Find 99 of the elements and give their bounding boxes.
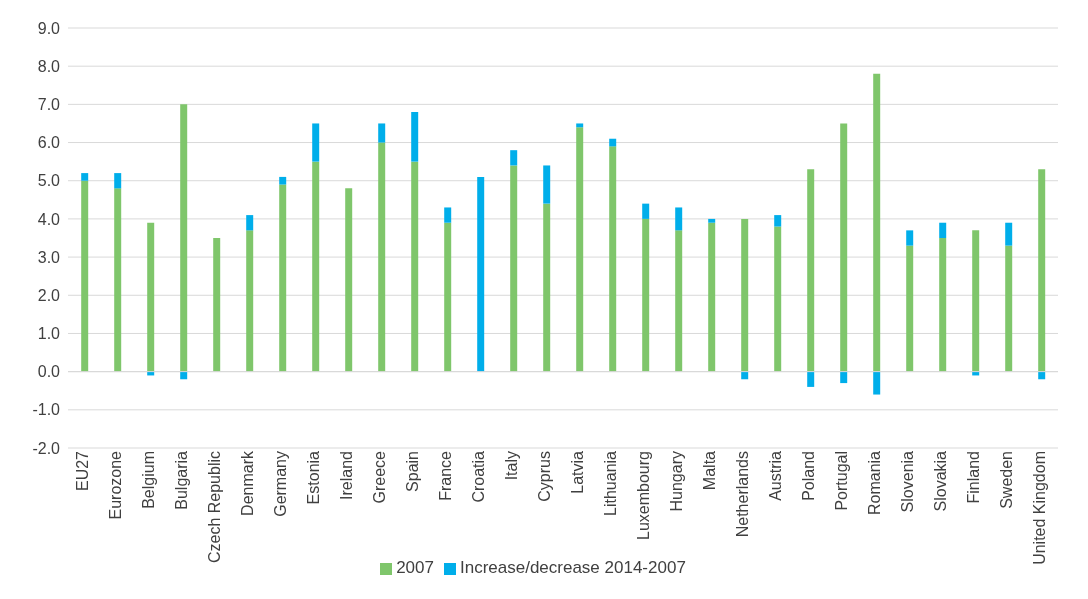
bar [642, 203, 650, 219]
x-tick-label: Czech Republic [205, 451, 223, 564]
bar [312, 161, 320, 372]
bar [576, 123, 584, 128]
bar [180, 371, 188, 380]
x-tick-label: Hungary [667, 451, 685, 512]
bar [873, 73, 881, 372]
x-tick-label: Italy [502, 451, 520, 481]
x-tick-label: Bulgaria [172, 450, 190, 510]
x-tick-label: Ireland [337, 451, 355, 500]
x-tick-label: Slovakia [931, 450, 949, 512]
bar [939, 238, 947, 372]
bar [840, 371, 848, 384]
x-tick-label: Luxembourg [634, 451, 652, 540]
bar [1005, 245, 1013, 372]
y-tick-label: 7.0 [37, 96, 61, 114]
x-tick-label: Eurozone [106, 450, 124, 520]
bar [378, 123, 386, 143]
bar [246, 230, 254, 372]
y-tick-label: 6.0 [37, 134, 61, 152]
bar [1005, 222, 1013, 246]
bar [312, 123, 320, 162]
bar [411, 161, 419, 372]
x-tick-label: Germany [271, 451, 289, 517]
bar [543, 203, 551, 372]
bar [576, 127, 584, 372]
y-tick-label: 9.0 [37, 19, 61, 37]
bar [444, 222, 452, 372]
bar [411, 112, 419, 162]
x-tick-label: Sweden [997, 451, 1015, 509]
bar [444, 207, 452, 223]
bar [246, 215, 254, 231]
x-tick-label: Romania [865, 450, 883, 516]
bar [906, 245, 914, 372]
bar [774, 215, 782, 227]
bar [477, 176, 485, 372]
x-tick-label: Estonia [304, 450, 322, 505]
x-tick-label: Lithuania [601, 450, 619, 516]
bar [873, 371, 881, 395]
bar [81, 180, 89, 372]
x-tick-label: Spain [403, 451, 421, 492]
bar [180, 104, 188, 372]
bar [807, 169, 815, 372]
x-tick-label: Denmark [238, 450, 256, 516]
x-tick-label: Austria [766, 450, 784, 501]
x-tick-label: Cyprus [535, 451, 553, 502]
bar [345, 188, 353, 372]
y-tick-label: 1.0 [37, 325, 61, 343]
bar [708, 218, 716, 223]
bar [939, 222, 947, 238]
y-tick-label: 2.0 [37, 286, 61, 304]
bar [1038, 371, 1046, 380]
x-tick-label: Netherlands [733, 451, 751, 538]
bar [147, 222, 155, 372]
x-tick-label: Finland [964, 451, 982, 504]
bar [708, 222, 716, 372]
bar [114, 188, 122, 372]
bar [609, 138, 617, 147]
y-tick-label: -2.0 [32, 439, 61, 457]
bar [1038, 169, 1046, 372]
legend-label: 2007 [396, 558, 434, 577]
y-tick-label: -1.0 [32, 401, 61, 419]
legend-label: Increase/decrease 2014-2007 [459, 558, 686, 577]
bar [807, 371, 815, 387]
x-tick-label: EU27 [73, 450, 91, 492]
bar [741, 218, 749, 372]
bar [114, 173, 122, 189]
bar [378, 142, 386, 372]
x-tick-label: Croatia [469, 450, 487, 503]
x-tick-label: Greece [370, 450, 388, 504]
bar [510, 150, 518, 166]
bar [81, 173, 89, 181]
x-tick-label: France [436, 450, 454, 501]
bar [279, 184, 287, 372]
bar [510, 165, 518, 372]
y-tick-label: 3.0 [37, 248, 61, 266]
y-tick-label: 4.0 [37, 210, 61, 228]
bar [906, 230, 914, 246]
x-tick-label: Portugal [832, 451, 850, 511]
bar [972, 230, 980, 372]
bar [675, 207, 683, 231]
y-tick-label: 0.0 [37, 363, 61, 381]
bar [543, 165, 551, 204]
x-tick-label: Latvia [568, 450, 586, 494]
y-tick-label: 8.0 [37, 57, 61, 75]
x-tick-label: United Kingdom [1030, 451, 1048, 565]
y-tick-label: 5.0 [37, 172, 61, 190]
x-tick-label: Malta [700, 450, 718, 491]
bar [279, 176, 287, 185]
bar [642, 218, 650, 372]
bar [774, 226, 782, 372]
x-tick-label: Belgium [139, 451, 157, 509]
bar [213, 238, 221, 372]
x-tick-label: Slovenia [898, 450, 916, 513]
x-tick-label: Poland [799, 451, 817, 501]
bar [609, 146, 617, 372]
bar [840, 123, 848, 372]
bar [675, 230, 683, 372]
bar [741, 371, 749, 380]
